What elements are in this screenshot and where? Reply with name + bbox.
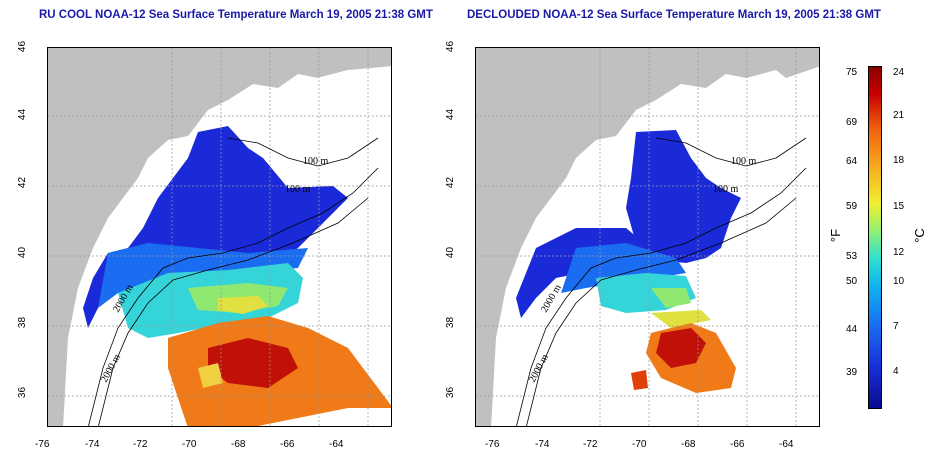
- x-tick-label: -76: [485, 439, 500, 450]
- fahrenheit-tick: 53: [846, 251, 858, 262]
- depth-contours: [88, 137, 379, 426]
- celsius-tick: 21: [893, 110, 905, 121]
- y-tick-label: 38: [445, 316, 457, 329]
- y-tick-label: 44: [445, 108, 457, 121]
- fahrenheit-tick: 75: [846, 67, 858, 78]
- y-tick-label: 44: [17, 108, 29, 121]
- land-mass: [476, 48, 819, 426]
- land-mass: [48, 48, 391, 426]
- celsius-tick: 10: [893, 276, 905, 287]
- celsius-tick: 7: [893, 321, 899, 332]
- y-tick-label: 36: [445, 386, 457, 399]
- depth-contours: [516, 137, 807, 426]
- x-tick-label: -64: [329, 439, 344, 450]
- x-tick-label: -76: [35, 439, 50, 450]
- contour-label: 100 m: [713, 184, 739, 195]
- celsius-tick: 12: [893, 247, 905, 258]
- fahrenheit-tick: 64: [846, 156, 858, 167]
- celsius-unit-label: °C: [911, 228, 927, 243]
- y-tick-label: 36: [17, 386, 29, 399]
- x-tick-label: -72: [133, 439, 148, 450]
- y-tick-label: 40: [17, 246, 29, 259]
- fahrenheit-tick: 39: [846, 367, 858, 378]
- x-tick-label: -68: [231, 439, 246, 450]
- right-map-frame: 100 m 100 m 2000 m 2000 m: [475, 47, 820, 427]
- celsius-tick: 4: [893, 366, 899, 377]
- celsius-tick: 24: [893, 67, 905, 78]
- left-map-panel: 100 m 100 m 2000 m 2000 m 36 38 40 42 44…: [17, 41, 392, 450]
- y-tick-label: 46: [445, 40, 457, 53]
- x-tick-label: -70: [632, 439, 647, 450]
- y-tick-label: 38: [17, 316, 29, 329]
- right-map-panel: 100 m 100 m 2000 m 2000 m 36 38 40 42 44…: [445, 41, 820, 450]
- y-tick-label: 40: [445, 246, 457, 259]
- x-tick-label: -66: [730, 439, 745, 450]
- left-map-svg: 100 m 100 m 2000 m 2000 m: [48, 48, 391, 426]
- y-tick-label: 42: [17, 176, 29, 189]
- x-tick-label: -66: [280, 439, 295, 450]
- fahrenheit-tick: 50: [846, 276, 858, 287]
- x-tick-label: -70: [182, 439, 197, 450]
- x-tick-label: -74: [85, 439, 100, 450]
- right-map-svg: 100 m 100 m 2000 m 2000 m: [476, 48, 819, 426]
- fahrenheit-unit-label: °F: [828, 228, 844, 243]
- cold-water: [83, 126, 348, 328]
- fahrenheit-tick: 44: [846, 324, 858, 335]
- x-tick-label: -64: [779, 439, 794, 450]
- x-tick-label: -74: [535, 439, 550, 450]
- contour-label: 100 m: [731, 156, 757, 167]
- right-panel-title: DECLOUDED NOAA-12 Sea Surface Temperatur…: [467, 9, 881, 21]
- y-tick-label: 42: [445, 176, 457, 189]
- fahrenheit-tick: 59: [846, 201, 858, 212]
- contour-label: 100 m: [303, 156, 329, 167]
- left-map-frame: 100 m 100 m 2000 m 2000 m: [47, 47, 392, 427]
- x-tick-label: -72: [583, 439, 598, 450]
- celsius-tick: 15: [893, 201, 905, 212]
- x-tick-label: -68: [681, 439, 696, 450]
- y-tick-label: 46: [17, 40, 29, 53]
- left-panel-title: RU COOL NOAA-12 Sea Surface Temperature …: [39, 9, 433, 21]
- colorbar: [868, 66, 882, 409]
- fahrenheit-tick: 69: [846, 117, 858, 128]
- celsius-tick: 18: [893, 155, 905, 166]
- contour-label: 100 m: [285, 184, 311, 195]
